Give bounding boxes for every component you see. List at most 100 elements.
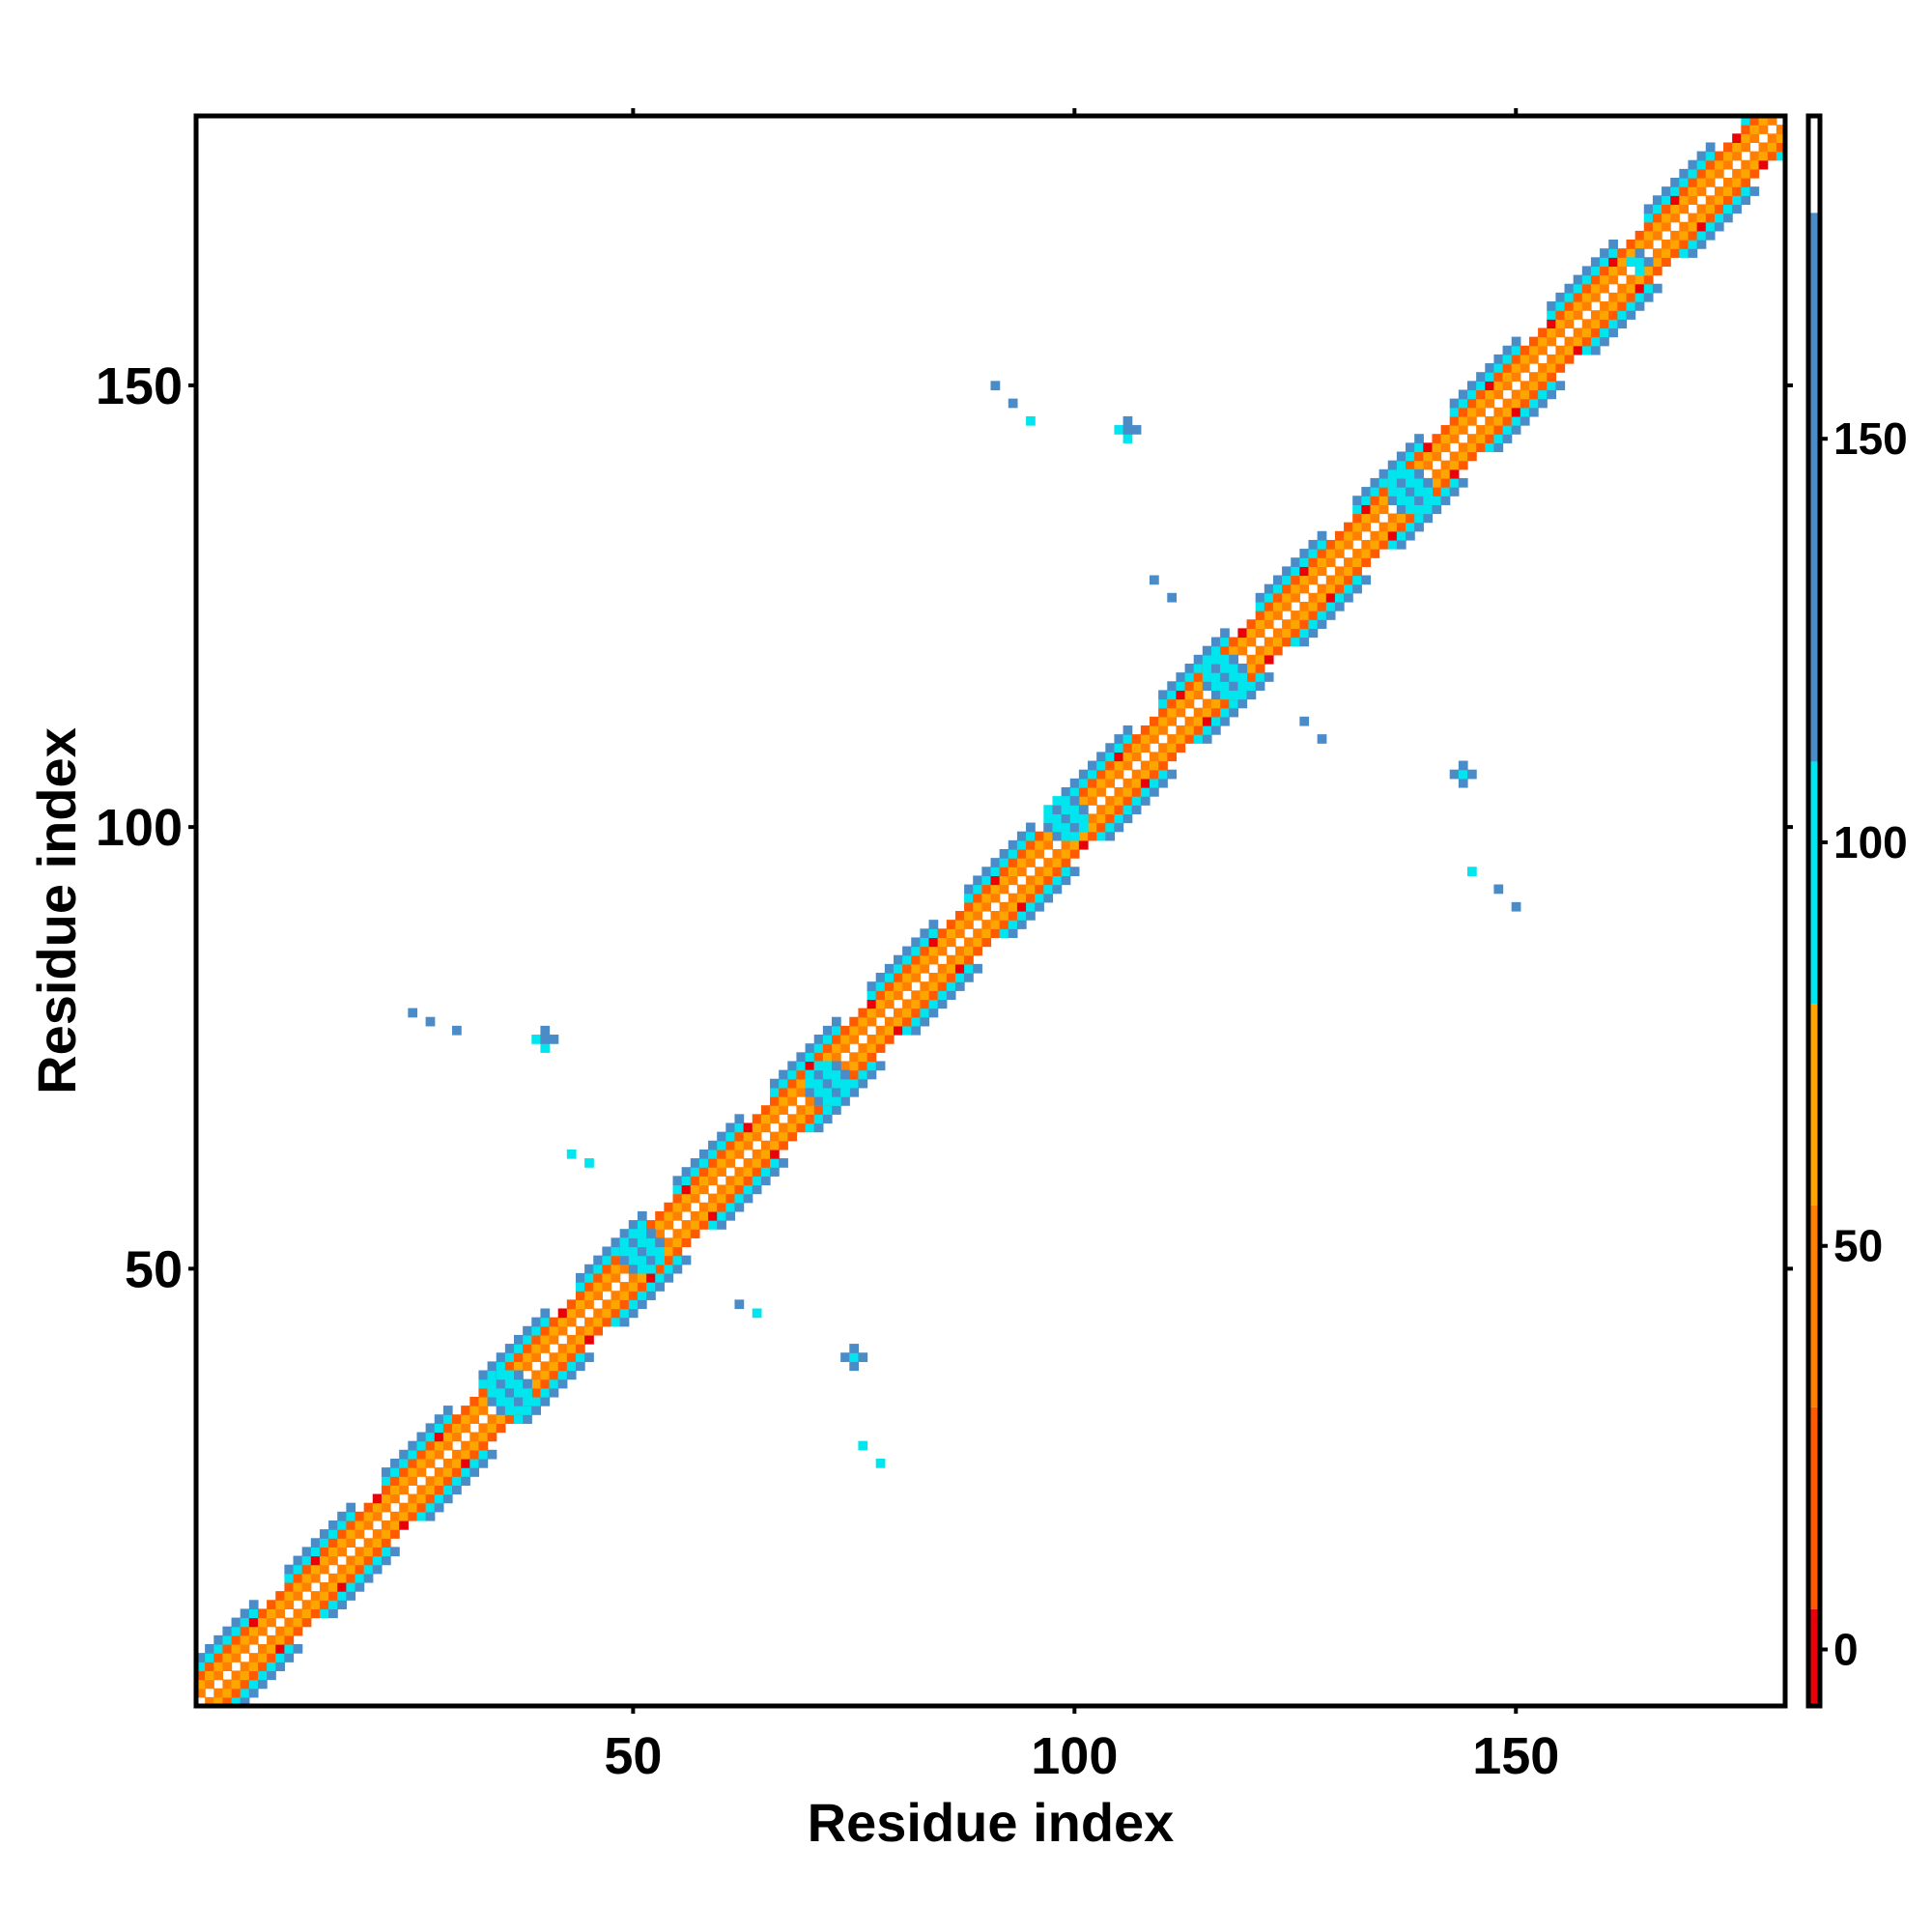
heatmap-cell [1016,848,1027,859]
heatmap-cell [319,1591,329,1601]
heatmap-cell [628,1264,639,1274]
heatmap-cell [452,1432,462,1442]
heatmap-cell [566,1317,577,1327]
heatmap-cell [954,963,965,974]
heatmap-cell [1758,142,1769,153]
heatmap-cell [557,1344,568,1353]
heatmap-cell [637,1220,647,1230]
heatmap-cell [1114,769,1124,780]
heatmap-cell [1387,460,1398,470]
heatmap-cell [946,937,956,948]
heatmap-cell [566,1344,577,1353]
heatmap-cell [1096,813,1106,824]
heatmap-cell [990,920,1001,929]
heatmap-cell [1590,327,1601,338]
heatmap-cell [1617,319,1628,329]
heatmap-cell [1378,487,1389,497]
heatmap-cell [1423,487,1434,497]
heatmap-cell [531,1334,542,1345]
heatmap-cell [920,963,930,974]
heatmap-cell [1210,663,1221,673]
heatmap-cell [442,1423,453,1434]
heatmap-cell [1696,221,1707,232]
heatmap-cell [884,1016,895,1027]
heatmap-cell [442,1440,453,1451]
heatmap-cell [1600,283,1609,294]
heatmap-cell [1555,310,1566,320]
heatmap-cell [1352,513,1362,524]
heatmap-cell [469,1467,480,1477]
heatmap-cell [1282,566,1292,577]
heatmap-cell [1573,310,1583,320]
heatmap-cell [1370,539,1380,550]
heatmap-cell [1229,663,1238,673]
heatmap-cell [1406,530,1415,541]
heatmap-cell [1344,566,1353,577]
heatmap-cell [461,1476,470,1486]
heatmap-cell [425,1449,436,1460]
heatmap-cell [496,1414,506,1424]
heatmap-cell [416,1467,427,1477]
heatmap-cell [1229,672,1238,682]
heatmap-cell [743,1131,753,1142]
heatmap-cell [1547,381,1556,391]
heatmap-cell [1449,425,1460,435]
heatmap-cell [1202,716,1212,726]
heatmap-cell [1476,389,1486,400]
heatmap-cell [1167,690,1178,700]
heatmap-cell [1564,310,1575,320]
heatmap-cell [770,1078,780,1089]
heatmap-cell [964,937,974,948]
heatmap-cell [725,1122,736,1133]
heatmap-cell [575,1344,585,1353]
heatmap-cell [575,1352,585,1362]
heatmap-cell [293,1626,303,1636]
heatmap-cell [1555,345,1566,355]
heatmap-cell [1643,274,1654,285]
heatmap-cell [1088,778,1097,788]
heatmap-cell [1432,487,1442,497]
heatmap-cell [796,1052,807,1063]
heatmap-cell [928,990,939,1001]
heatmap-cell [867,1052,877,1063]
heatmap-cell [964,901,974,912]
heatmap-cell [619,1246,630,1257]
heatmap-cell [1334,530,1345,541]
heatmap-cell [1696,151,1707,161]
heatmap-cell [1590,274,1601,285]
colorbar-segment [1808,761,1820,1005]
heatmap-cell [1520,389,1530,400]
heatmap-cell [222,1634,233,1645]
heatmap-cell [275,1608,285,1619]
heatmap-cell [964,946,974,956]
heatmap-cell [1662,195,1671,206]
heatmap-cell [1688,178,1698,187]
heatmap-cell [1105,831,1116,841]
heatmap-cell [1581,319,1592,329]
heatmap-cell [602,1246,612,1257]
heatmap-cell [1662,204,1671,214]
heatmap-cell [1387,496,1398,505]
heatmap-cell [478,1458,489,1468]
heatmap-cell [531,1396,542,1406]
heatmap-cell [1741,142,1751,153]
heatmap-cell [1600,257,1609,268]
heatmap-cell [1193,734,1204,744]
heatmap-cell [875,990,886,1001]
heatmap-cell [752,1158,762,1168]
heatmap-cell [779,1096,788,1106]
heatmap-cell [1105,760,1116,771]
heatmap-cell [196,1688,206,1698]
heatmap-cell [1688,168,1698,179]
heatmap-cell [257,1643,268,1654]
heatmap-cell [849,1052,860,1063]
heatmap-cell [363,1511,374,1521]
heatmap-cell [1705,151,1716,161]
heatmap-cell [452,1458,462,1468]
heatmap-cell [1696,230,1707,241]
heatmap-cell [1643,213,1654,223]
heatmap-cell [381,1538,391,1548]
heatmap-cell [1617,257,1628,268]
heatmap-cell [1122,434,1133,443]
